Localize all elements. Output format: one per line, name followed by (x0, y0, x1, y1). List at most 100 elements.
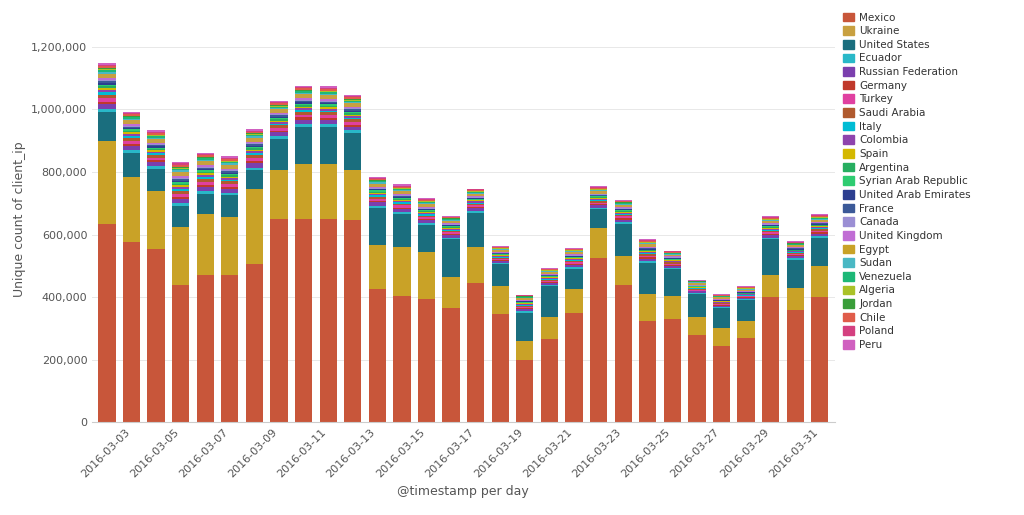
Bar (98, 83, 116, 84)
Bar (467, 199, 484, 200)
Bar (98, 224, 116, 422)
Bar (442, 234, 460, 235)
Bar (614, 201, 632, 202)
Bar (319, 102, 337, 103)
Bar (197, 168, 214, 169)
Bar (541, 278, 558, 279)
Bar (639, 239, 656, 240)
Bar (688, 281, 706, 282)
Bar (172, 172, 189, 176)
Bar (98, 68, 116, 69)
Bar (639, 258, 656, 259)
Bar (344, 122, 361, 125)
Bar (319, 106, 337, 107)
Bar (197, 160, 214, 161)
Bar (786, 254, 804, 255)
Bar (565, 248, 583, 249)
Bar (541, 281, 558, 282)
Bar (344, 111, 361, 112)
Bar (737, 299, 755, 300)
Bar (197, 172, 214, 173)
Bar (123, 112, 140, 113)
Bar (98, 69, 116, 70)
Bar (319, 127, 337, 164)
Bar (393, 194, 411, 195)
Bar (614, 211, 632, 212)
Bar (147, 160, 165, 162)
Bar (98, 80, 116, 81)
Bar (344, 130, 361, 133)
Bar (614, 224, 632, 256)
Bar (344, 170, 361, 220)
Bar (147, 130, 165, 132)
Bar (319, 164, 337, 219)
Bar (467, 194, 484, 196)
Bar (147, 147, 165, 149)
Bar (492, 253, 509, 254)
Bar (197, 173, 214, 175)
Bar (541, 282, 558, 283)
Bar (565, 257, 583, 258)
Bar (442, 224, 460, 225)
Bar (246, 158, 263, 161)
Bar (664, 268, 681, 269)
Bar (418, 220, 435, 224)
Bar (713, 329, 730, 346)
Bar (98, 141, 116, 224)
Bar (319, 115, 337, 118)
Bar (319, 105, 337, 106)
Bar (246, 170, 263, 189)
Bar (123, 117, 140, 119)
Bar (467, 283, 484, 422)
Bar (197, 177, 214, 179)
Bar (442, 229, 460, 230)
Bar (369, 199, 386, 201)
Bar (590, 210, 607, 228)
Bar (639, 250, 656, 251)
Bar (639, 249, 656, 250)
Bar (270, 131, 288, 132)
Bar (369, 197, 386, 199)
Bar (418, 225, 435, 252)
Bar (762, 216, 779, 217)
Bar (246, 151, 263, 153)
Bar (221, 184, 239, 186)
Bar (786, 255, 804, 256)
Bar (590, 195, 607, 196)
Bar (172, 194, 189, 197)
Bar (541, 280, 558, 281)
Bar (393, 196, 411, 197)
Bar (467, 198, 484, 199)
Bar (590, 200, 607, 201)
Bar (541, 317, 558, 339)
Bar (172, 207, 189, 227)
Bar (639, 243, 656, 244)
Bar (197, 194, 214, 214)
Bar (369, 194, 386, 195)
Bar (98, 78, 116, 80)
Bar (319, 111, 337, 112)
Bar (295, 112, 312, 115)
X-axis label: @timestamp per day: @timestamp per day (397, 485, 529, 499)
Bar (516, 359, 534, 422)
Bar (197, 165, 214, 167)
Bar (664, 296, 681, 319)
Bar (319, 94, 337, 95)
Bar (246, 133, 263, 134)
Bar (688, 286, 706, 287)
Bar (246, 142, 263, 144)
Bar (393, 199, 411, 200)
Bar (541, 283, 558, 285)
Bar (442, 277, 460, 308)
Bar (614, 215, 632, 216)
Bar (98, 90, 116, 92)
Bar (713, 306, 730, 307)
Bar (221, 186, 239, 188)
Bar (737, 286, 755, 287)
Bar (442, 239, 460, 277)
Bar (639, 263, 656, 294)
Bar (123, 127, 140, 128)
Bar (295, 124, 312, 127)
Bar (811, 234, 828, 236)
Bar (197, 152, 214, 154)
